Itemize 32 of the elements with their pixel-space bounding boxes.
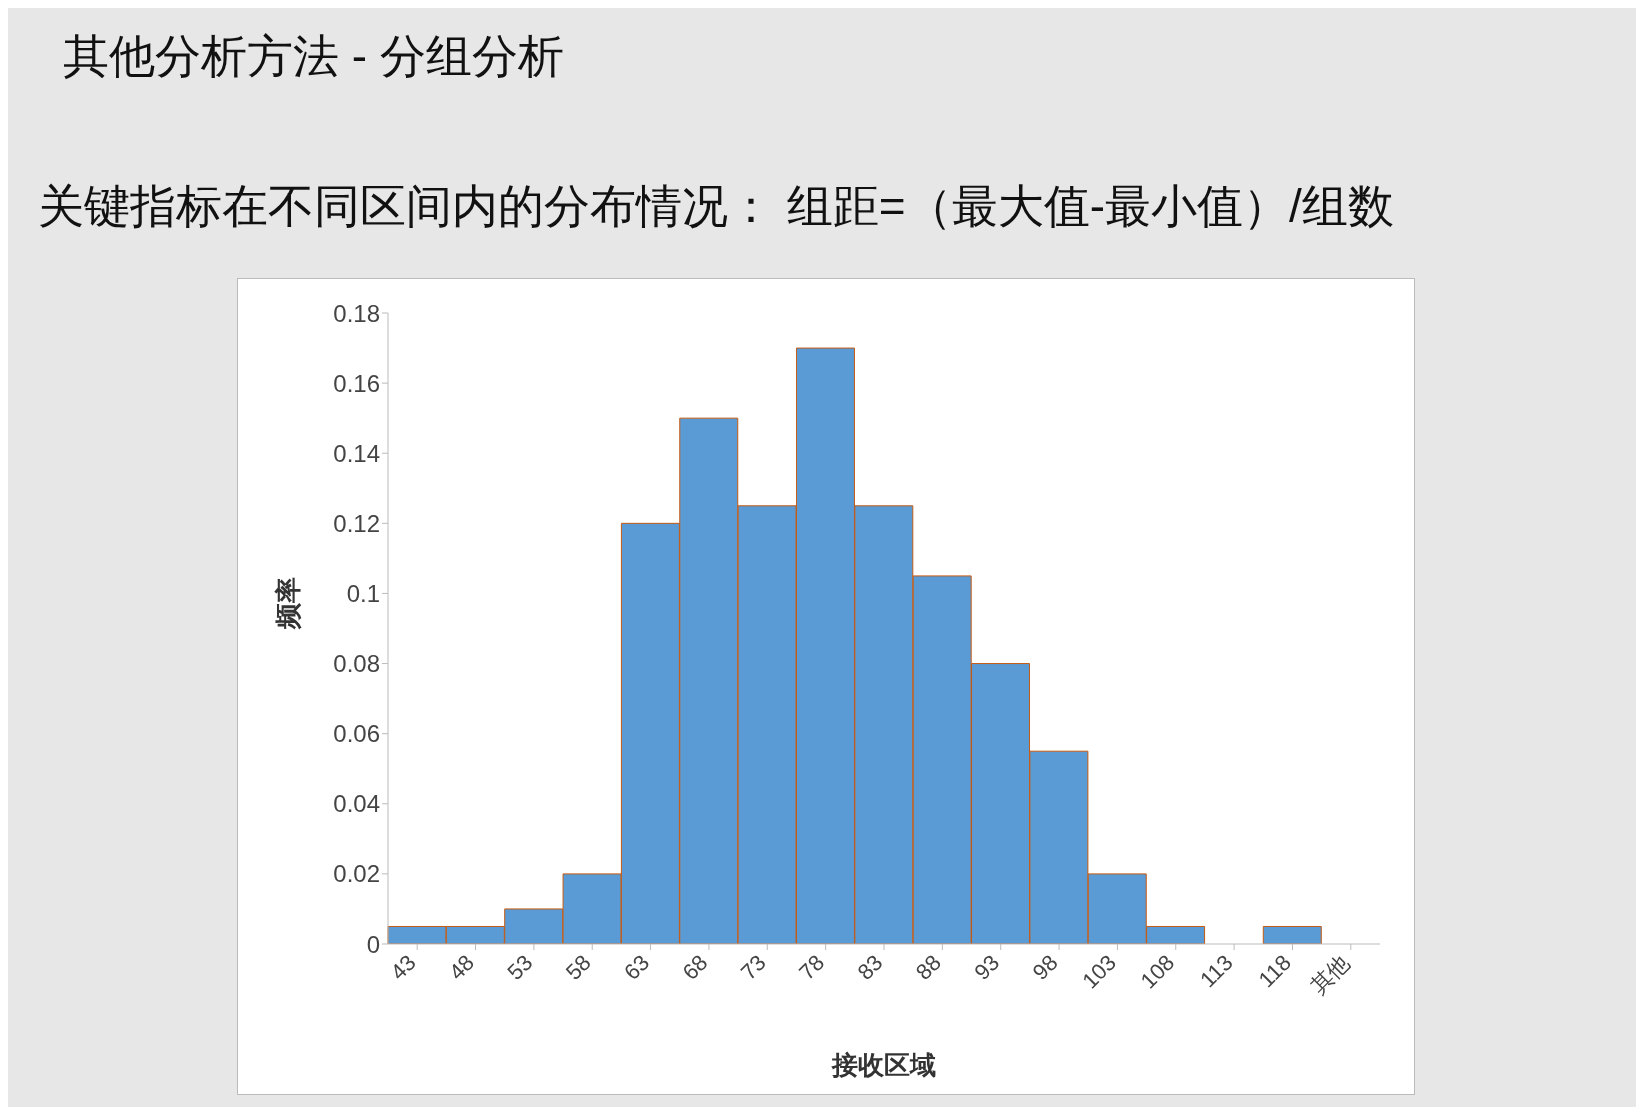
x-tick-label: 48 [444,949,480,985]
y-tick-label: 0.14 [333,439,380,467]
y-tick-label: 0.02 [333,860,380,888]
chart-title: 其他分析方法 - 分组分析 [63,29,564,84]
y-tick-label: 0.18 [333,299,380,327]
y-tick-label: 0.1 [346,579,380,607]
y-tick-label: 0.16 [333,369,380,397]
x-tick-label: 43 [385,949,421,985]
bar [1262,925,1322,944]
x-tick-label: 83 [852,949,888,985]
x-tick-label: 103 [1077,949,1121,994]
x-tick-label: 68 [677,949,713,985]
x-tick-label: 88 [910,949,946,985]
x-tick-label: 118 [1253,949,1297,993]
y-axis-title: 频率 [273,576,304,630]
x-tick-label: 98 [1027,949,1063,985]
x-tick-label: 63 [619,949,655,985]
x-tick-label: 73 [735,949,771,985]
x-tick-label: 113 [1195,949,1238,993]
x-tick-label: 108 [1135,949,1180,994]
y-tick-label: 0.06 [333,720,380,748]
x-tick-label: 93 [969,949,1005,985]
y-tick-label: 0.08 [333,650,380,678]
x-axis-title: 接收区域 [831,1050,936,1080]
y-tick-label: 0.04 [333,790,380,818]
y-tick-label: 0 [366,930,380,958]
x-tick-label: 58 [560,949,596,985]
x-tick-label: 其他 [1305,949,1355,999]
x-tick-label: 53 [502,949,538,985]
x-tick-label: 78 [794,949,830,985]
y-tick-label: 0.12 [333,509,380,537]
chart-subtitle: 关键指标在不同区间内的分布情况： 组距=（最大值-最小值）/组数 [38,179,1394,234]
